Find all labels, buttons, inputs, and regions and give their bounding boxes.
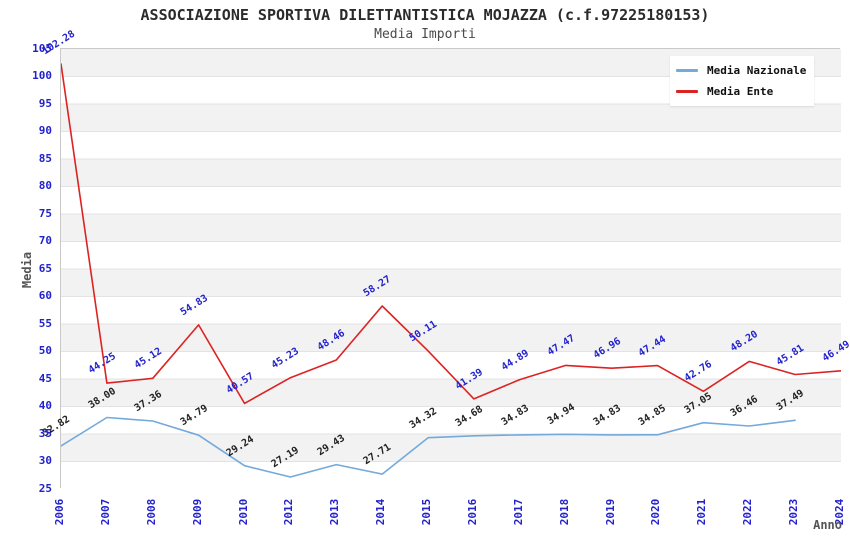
x-tick-label: 2008 <box>144 498 158 526</box>
y-tick-label: 90 <box>38 124 52 137</box>
x-tick-label: 2018 <box>557 498 571 526</box>
x-tick-label: 2016 <box>465 498 479 526</box>
y-tick-label: 25 <box>38 481 52 495</box>
x-tick-label: 2012 <box>282 498 296 526</box>
y-tick-label: 80 <box>38 179 52 192</box>
x-tick-label: 2022 <box>741 498 755 526</box>
line-plot-svg <box>61 49 841 489</box>
legend-line-swatch-ente-icon <box>676 90 698 93</box>
y-tick-label: 50 <box>38 344 52 357</box>
legend-item-media-ente[interactable]: Media Ente <box>676 81 808 102</box>
x-tick-label: 2020 <box>649 498 663 526</box>
plot-area: 32.82 38.00 37.36 34.79 29.24 27.19 29.43 27.71… <box>41 29 850 489</box>
x-tick-label: 2021 <box>695 498 709 526</box>
legend-line-swatch-nazionale-icon <box>676 69 698 72</box>
y-tick-label: 35 <box>38 426 52 440</box>
chart-subtitle: Media Importi <box>374 27 476 42</box>
x-tick-label: 2007 <box>98 498 112 526</box>
y-tick-label: 30 <box>38 454 52 467</box>
legend: Media Nazionale Media Ente <box>670 56 814 106</box>
legend-label-media-nazionale: Media Nazionale <box>707 64 807 77</box>
y-tick-label: 85 <box>38 151 52 165</box>
x-tick-label: 2006 <box>53 498 66 526</box>
x-tick-label: 2009 <box>190 498 204 526</box>
x-tick-label: 2023 <box>787 498 801 526</box>
y-tick-label: 105 <box>32 41 52 55</box>
y-tick-label: 70 <box>38 234 52 247</box>
legend-label-media-ente: Media Ente <box>707 85 774 98</box>
legend-item-media-nazionale[interactable]: Media Nazionale <box>676 60 808 81</box>
x-tick-label: 2014 <box>374 498 388 526</box>
x-tick-label: 2017 <box>511 498 525 526</box>
chart-title: ASSOCIAZIONE SPORTIVA DILETTANTISTICA MO… <box>140 6 710 24</box>
y-tick-label: 75 <box>38 206 52 220</box>
y-tick-label: 40 <box>38 399 52 412</box>
x-axis-title: Anno <box>813 518 842 532</box>
y-tick-label: 100 <box>32 69 52 82</box>
x-tick-label: 2010 <box>236 498 250 526</box>
x-tick-label: 2015 <box>420 498 434 526</box>
y-tick-label: 55 <box>38 316 52 330</box>
y-tick-label: 65 <box>38 261 52 275</box>
x-tick-label: 2013 <box>328 498 342 526</box>
x-tick-label: 2019 <box>603 498 617 526</box>
y-tick-label: 45 <box>38 371 52 385</box>
y-tick-label: 60 <box>38 289 52 302</box>
y-tick-label: 95 <box>38 96 52 110</box>
